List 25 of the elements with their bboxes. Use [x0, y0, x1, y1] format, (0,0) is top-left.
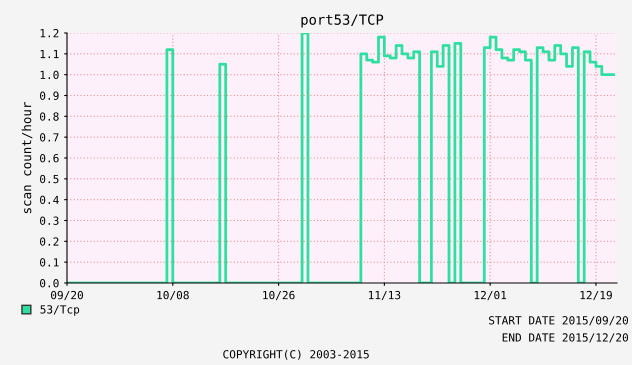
x-tick-label: 09/20 [51, 290, 84, 300]
y-tick-label: 0.8 [40, 112, 59, 121]
y-tick-label: 0.4 [40, 196, 59, 204]
x-tick-label: 10/08 [157, 290, 189, 300]
y-tick-label: 0.7 [40, 133, 59, 142]
y-tick-label: 0.9 [40, 92, 59, 100]
chart-title: port53/TCP [301, 14, 384, 28]
legend-label: 53/Tcp [40, 305, 80, 316]
x-tick-label: 12/19 [580, 290, 612, 300]
y-axis-title: scan count/hour [22, 102, 32, 214]
text: START DATE 2015/09/20 [489, 316, 628, 326]
y-tick-label: 1.0 [40, 70, 59, 80]
y-tick-label: 0.1 [40, 258, 59, 267]
text: END DATE 2015/12/20 [502, 333, 628, 343]
y-tick-label: 0.0 [40, 279, 59, 288]
x-tick-label: 11/13 [368, 290, 400, 300]
y-tick-label: 1.1 [40, 50, 59, 58]
y-tick-label: 0.6 [40, 154, 59, 162]
y-tick-label: 0.5 [40, 174, 58, 184]
text: COPYRIGHT(C) 2003-2015 [223, 350, 369, 360]
y-tick-label: 1.2 [40, 29, 58, 38]
x-tick-label: 10/26 [263, 290, 295, 300]
y-tick-label: 0.2 [40, 237, 58, 246]
x-tick-label: 12/01 [474, 290, 506, 300]
y-tick-label: 0.3 [40, 216, 59, 225]
